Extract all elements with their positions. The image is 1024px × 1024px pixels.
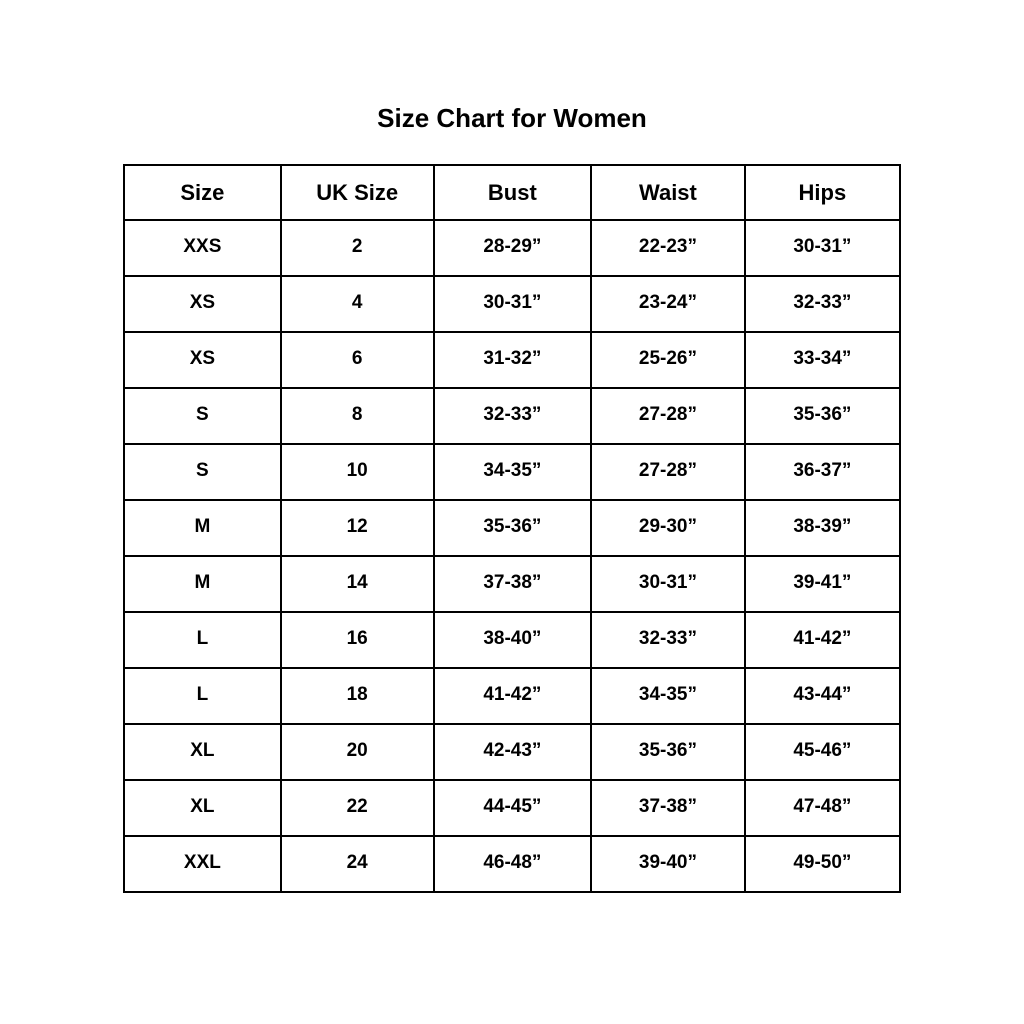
cell-hips: 49-50” <box>743 835 902 893</box>
column-header-waist: Waist <box>590 164 746 221</box>
cell-size: S <box>123 443 282 501</box>
cell-hips: 32-33” <box>743 275 902 333</box>
column-header-size: Size <box>123 164 282 221</box>
cell-bust: 41-42” <box>432 667 593 725</box>
cell-waist: 37-38” <box>590 779 746 837</box>
cell-size: XXS <box>123 219 282 277</box>
cell-bust: 37-38” <box>432 555 593 613</box>
cell-hips: 41-42” <box>743 611 902 669</box>
table-row: XS 6 31-32” 25-26” 33-34” <box>123 331 902 389</box>
cell-size: XS <box>123 331 282 389</box>
table-header-row: Size UK Size Bust Waist Hips <box>123 164 902 221</box>
cell-uk: 10 <box>279 443 435 501</box>
table-row: XXL 24 46-48” 39-40” 49-50” <box>123 835 902 893</box>
cell-uk: 16 <box>279 611 435 669</box>
cell-waist: 34-35” <box>590 667 746 725</box>
cell-size: M <box>123 499 282 557</box>
cell-hips: 33-34” <box>743 331 902 389</box>
cell-hips: 47-48” <box>743 779 902 837</box>
table-row: S 8 32-33” 27-28” 35-36” <box>123 387 902 445</box>
cell-size: XL <box>123 779 282 837</box>
cell-uk: 22 <box>279 779 435 837</box>
cell-bust: 38-40” <box>432 611 593 669</box>
cell-hips: 35-36” <box>743 387 902 445</box>
cell-hips: 43-44” <box>743 667 902 725</box>
cell-bust: 30-31” <box>432 275 593 333</box>
table-row: M 14 37-38” 30-31” 39-41” <box>123 555 902 613</box>
cell-hips: 30-31” <box>743 219 902 277</box>
column-header-uk-size: UK Size <box>279 164 435 221</box>
cell-uk: 12 <box>279 499 435 557</box>
cell-hips: 36-37” <box>743 443 902 501</box>
cell-hips: 38-39” <box>743 499 902 557</box>
cell-waist: 22-23” <box>590 219 746 277</box>
cell-size: S <box>123 387 282 445</box>
table-row: XL 22 44-45” 37-38” 47-48” <box>123 779 902 837</box>
table-row: S 10 34-35” 27-28” 36-37” <box>123 443 902 501</box>
column-header-hips: Hips <box>743 164 902 221</box>
cell-bust: 46-48” <box>432 835 593 893</box>
cell-waist: 29-30” <box>590 499 746 557</box>
cell-uk: 18 <box>279 667 435 725</box>
cell-size: M <box>123 555 282 613</box>
cell-hips: 45-46” <box>743 723 902 781</box>
cell-hips: 39-41” <box>743 555 902 613</box>
cell-waist: 30-31” <box>590 555 746 613</box>
cell-waist: 39-40” <box>590 835 746 893</box>
cell-waist: 27-28” <box>590 387 746 445</box>
cell-waist: 25-26” <box>590 331 746 389</box>
cell-size: L <box>123 667 282 725</box>
cell-size: XXL <box>123 835 282 893</box>
cell-waist: 23-24” <box>590 275 746 333</box>
cell-uk: 4 <box>279 275 435 333</box>
cell-size: XL <box>123 723 282 781</box>
cell-bust: 42-43” <box>432 723 593 781</box>
cell-uk: 2 <box>279 219 435 277</box>
cell-bust: 44-45” <box>432 779 593 837</box>
cell-uk: 24 <box>279 835 435 893</box>
table-row: XL 20 42-43” 35-36” 45-46” <box>123 723 902 781</box>
cell-waist: 32-33” <box>590 611 746 669</box>
table-row: M 12 35-36” 29-30” 38-39” <box>123 499 902 557</box>
cell-uk: 14 <box>279 555 435 613</box>
cell-waist: 35-36” <box>590 723 746 781</box>
cell-bust: 32-33” <box>432 387 593 445</box>
cell-uk: 20 <box>279 723 435 781</box>
cell-bust: 34-35” <box>432 443 593 501</box>
table-row: XXS 2 28-29” 22-23” 30-31” <box>123 219 902 277</box>
table-row: XS 4 30-31” 23-24” 32-33” <box>123 275 902 333</box>
page-title: Size Chart for Women <box>377 103 647 133</box>
column-header-bust: Bust <box>432 164 593 221</box>
cell-bust: 35-36” <box>432 499 593 557</box>
cell-bust: 28-29” <box>432 219 593 277</box>
table-row: L 18 41-42” 34-35” 43-44” <box>123 667 902 725</box>
cell-waist: 27-28” <box>590 443 746 501</box>
table-row: L 16 38-40” 32-33” 41-42” <box>123 611 902 669</box>
cell-size: L <box>123 611 282 669</box>
cell-uk: 8 <box>279 387 435 445</box>
cell-size: XS <box>123 275 282 333</box>
cell-uk: 6 <box>279 331 435 389</box>
cell-bust: 31-32” <box>432 331 593 389</box>
size-chart-table: Size UK Size Bust Waist Hips XXS 2 28-29… <box>123 164 902 893</box>
